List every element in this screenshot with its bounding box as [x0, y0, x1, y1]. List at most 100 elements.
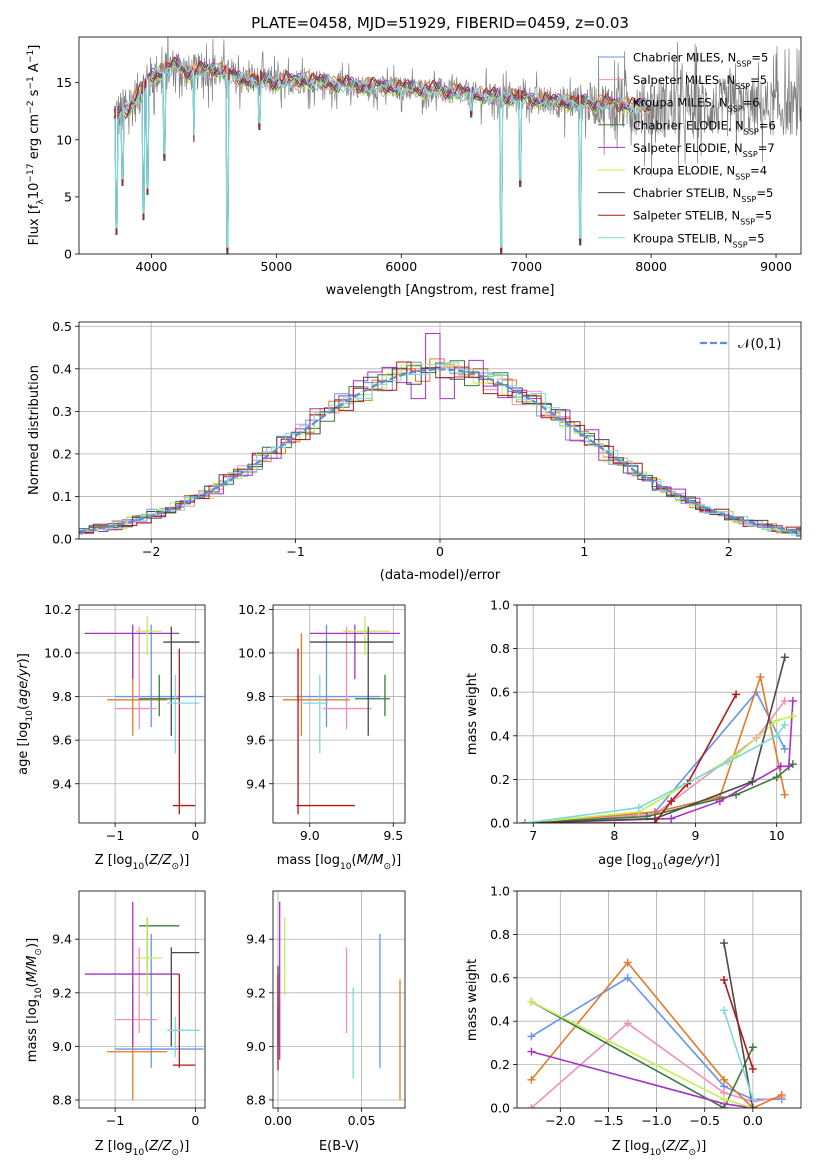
- label-part: Z/Z: [665, 1139, 689, 1154]
- errorbar-salpeter-elodie: [84, 901, 180, 1047]
- model-spectrum-kroupa-stelib: [113, 62, 652, 248]
- axes-residuals: −2 −1 0 1 2 0.0 0.1 0.2 0.3 0.4 0.5 𝒩(0,1) (data-mod…: [27, 319, 802, 583]
- x-tick-label: 2: [725, 544, 733, 559]
- x-tick-label: 10: [769, 828, 785, 843]
- plot-area: [84, 615, 204, 815]
- label-part: =7: [758, 141, 775, 155]
- errorbar-chabrier-miles: [296, 624, 380, 728]
- axes-frame: [272, 890, 406, 1109]
- errorbar-kroupa-stelib: [303, 674, 329, 754]
- x-tick-label: −0.5: [690, 1113, 720, 1128]
- x-tick-label: 0.0: [743, 1113, 763, 1128]
- label-part: Salpeter STELIB, N: [633, 209, 740, 223]
- point-marker: [634, 803, 643, 812]
- label-part: Z/Z: [148, 853, 172, 868]
- point-marker: [780, 653, 789, 662]
- y-tick-label: 8.8: [52, 1092, 72, 1107]
- label-part: SSP: [735, 82, 750, 91]
- observed-spectrum: [113, 37, 801, 177]
- x-tick-label: 5000: [260, 259, 292, 274]
- point-marker: [527, 1047, 536, 1056]
- label-part: 10: [133, 862, 145, 872]
- series-line: [525, 700, 786, 823]
- normal-curve: [79, 368, 801, 533]
- series-line: [525, 763, 794, 823]
- label-part: Chabrier STELIB, N: [633, 186, 741, 200]
- x-tick-label: −2.0: [545, 1113, 575, 1128]
- y-tick-label: 1.0: [490, 598, 510, 613]
- x-tick-label: 9.5: [383, 828, 403, 843]
- point-marker: [780, 790, 789, 799]
- y-tick-label: 0.2: [490, 772, 510, 787]
- point-marker: [527, 1075, 536, 1084]
- point-marker: [772, 731, 781, 740]
- y-axis-label: mass [log10(M/M⊙)]: [25, 938, 44, 1062]
- errorbar-chabrier-elodie: [139, 674, 180, 717]
- series-line: [525, 673, 786, 823]
- point-marker: [623, 958, 632, 967]
- label-part: 10: [651, 862, 663, 872]
- label-part: age [log: [598, 853, 651, 868]
- y-tick-label: 9.0: [52, 1039, 72, 1054]
- series-line: [723, 1010, 754, 1100]
- x-axis-label: (data-model)/error: [380, 568, 501, 583]
- x-tick-label: 0.00: [264, 1113, 292, 1128]
- label-part: Kroupa MILES, N: [633, 96, 728, 110]
- y-tick-label: 0.6: [490, 685, 510, 700]
- label-part: SSP: [735, 172, 750, 181]
- y-tick-label: 10.2: [44, 602, 72, 617]
- legend-label: Kroupa STELIB, NSSP=5: [633, 231, 765, 249]
- y-tick-label: 9.4: [246, 776, 266, 791]
- x-tick-label: 9.0: [300, 828, 320, 843]
- point-marker: [788, 712, 797, 721]
- errorbar-chabrier-elodie: [354, 674, 390, 717]
- series-chabrier-miles: [521, 688, 789, 823]
- point-marker: [780, 720, 789, 729]
- label-part: Z [log: [95, 853, 133, 868]
- histogram-chabrier-stelib: [79, 367, 801, 537]
- series-salpeter-miles: [521, 696, 789, 823]
- errorbar-kroupa-miles: [107, 633, 168, 736]
- point-marker: [719, 975, 728, 984]
- legend-label: Kroupa ELODIE, NSSP=4: [633, 164, 767, 182]
- y-tick-label: 0.8: [490, 641, 510, 656]
- label-part: Salpeter ELODIE, N: [633, 141, 743, 155]
- x-tick-label: 0.05: [348, 1113, 376, 1128]
- label-part: Chabrier ELODIE, N: [633, 118, 744, 132]
- label-part: 10: [133, 1148, 145, 1158]
- label-part: 10: [27, 183, 42, 200]
- series-line: [525, 700, 794, 823]
- plot-area: [84, 901, 204, 1100]
- x-tick-label: 4000: [136, 259, 168, 274]
- x-tick-label: 0: [191, 1113, 199, 1128]
- label-part: )]: [179, 1139, 189, 1154]
- y-tick-label: 0.8: [490, 927, 510, 942]
- legend-label: Chabrier MILES, NSSP=5: [633, 51, 768, 69]
- axes-age-vs-mass: 9.0 9.5 9.4 9.6 9.8 10.0 10.2 mass [log10(M/M⊙)…: [238, 602, 406, 872]
- plot-area: [277, 901, 401, 1100]
- label-part: SSP: [728, 104, 743, 113]
- errorbar-salpeter-stelib: [172, 648, 196, 815]
- x-axis-label: age [log10(age/yr)]: [598, 853, 720, 872]
- y-tick-label: 0.3: [52, 404, 72, 419]
- legend-label: Salpeter ELODIE, NSSP=7: [633, 141, 775, 159]
- point-marker: [521, 819, 530, 823]
- y-tick-label: 9.4: [52, 776, 72, 791]
- y-axis-label: Normed distribution: [27, 365, 42, 495]
- errorbar-salpeter-elodie: [84, 624, 180, 680]
- point-marker: [527, 1032, 536, 1041]
- y-tick-label: 0.6: [490, 970, 510, 985]
- point-marker: [784, 762, 793, 771]
- label-part: λ: [36, 199, 46, 205]
- label-part: =5: [751, 51, 768, 65]
- y-tick-label: 5: [64, 189, 72, 204]
- label-part: 10: [650, 1148, 662, 1158]
- y-tick-label: 1.0: [490, 884, 510, 899]
- label-part: ⊙: [689, 1148, 697, 1158]
- errorbar-chabrier-miles: [115, 933, 204, 1068]
- point-marker: [623, 1019, 632, 1028]
- x-axis-label: wavelength [Angstrom, rest frame]: [326, 283, 555, 298]
